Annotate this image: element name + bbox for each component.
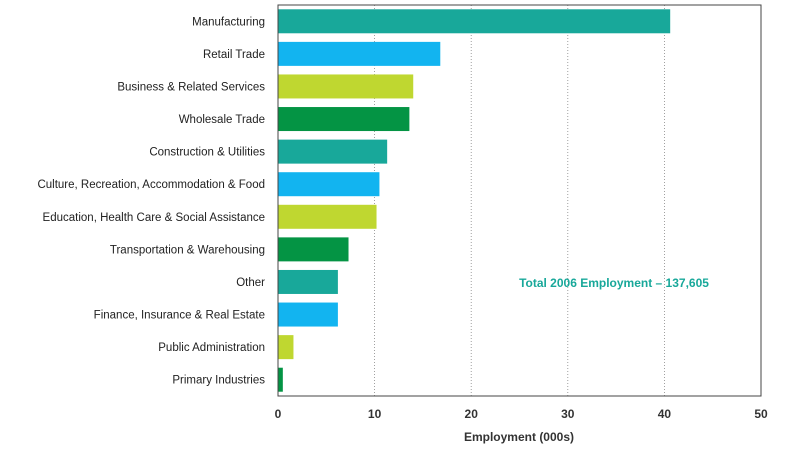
category-label: Primary Industries xyxy=(172,375,265,387)
category-label: Public Administration xyxy=(158,342,265,354)
bar xyxy=(278,74,414,99)
plot-frame xyxy=(277,4,762,397)
bar xyxy=(278,41,441,66)
bar xyxy=(278,107,410,132)
category-labels: Manufacturing Retail Trade Business & Rela… xyxy=(37,16,265,386)
bar xyxy=(278,269,338,294)
axes xyxy=(277,4,762,397)
category-label: Transportation & Warehousing xyxy=(110,244,265,256)
category-label: Other xyxy=(236,277,265,289)
x-tick-labels: 0 10 20 30 40 50 xyxy=(275,407,768,421)
category-label: Finance, Insurance & Real Estate xyxy=(94,310,265,322)
category-label: Culture, Recreation, Accommodation & Foo… xyxy=(37,179,265,191)
bar xyxy=(278,302,338,327)
x-tick-label: 10 xyxy=(368,407,382,421)
x-tick-label: 20 xyxy=(465,407,479,421)
bar xyxy=(278,139,388,164)
bars xyxy=(278,9,671,392)
x-tick-label: 50 xyxy=(754,407,768,421)
bar xyxy=(278,367,283,392)
bar xyxy=(278,204,377,229)
category-label: Wholesale Trade xyxy=(179,114,265,126)
x-tick-label: 30 xyxy=(561,407,575,421)
x-tick-label: 40 xyxy=(658,407,672,421)
category-label: Construction & Utilities xyxy=(149,147,265,159)
x-axis-title: Employment (000s) xyxy=(464,430,574,444)
category-label: Business & Related Services xyxy=(117,81,265,93)
category-label: Retail Trade xyxy=(203,49,265,61)
x-tick-label: 0 xyxy=(275,407,282,421)
bar xyxy=(278,9,671,34)
bar xyxy=(278,172,380,197)
category-label: Manufacturing xyxy=(192,16,265,28)
bar xyxy=(278,335,294,360)
grid-lines xyxy=(374,5,665,396)
category-label: Education, Health Care & Social Assistan… xyxy=(43,212,265,224)
total-employment-annotation: Total 2006 Employment – 137,605 xyxy=(519,276,709,290)
bar xyxy=(278,237,349,262)
